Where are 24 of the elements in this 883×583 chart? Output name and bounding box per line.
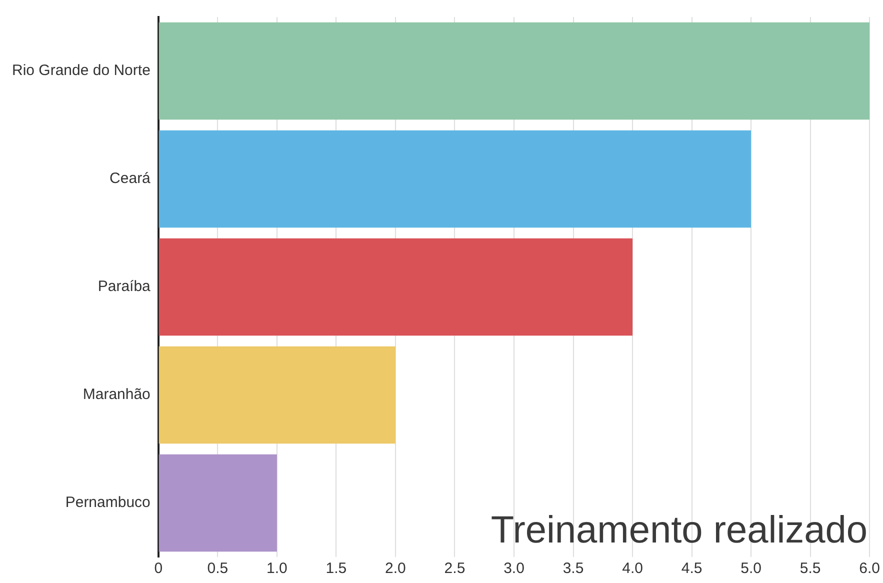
bar — [158, 22, 870, 120]
y-tick-label: Ceará — [110, 170, 152, 188]
x-tick-label: 3.5 — [562, 560, 584, 578]
x-tick-label: 1.5 — [326, 560, 347, 578]
x-tick-label: 3.0 — [504, 560, 524, 578]
y-tick-label: Rio Grande do Norte — [12, 62, 150, 80]
x-tick-label: 5.5 — [800, 560, 821, 578]
x-tick-label: 2.0 — [385, 560, 406, 578]
bar — [158, 454, 277, 552]
text: Treinamento realizado — [490, 509, 868, 552]
x-tick-label: 4.0 — [622, 560, 643, 578]
bar — [158, 238, 633, 336]
x-tick-label: 6.0 — [859, 560, 880, 578]
y-tick-label: Paraíba — [98, 278, 152, 296]
x-tick-label: 4.5 — [681, 560, 702, 578]
y-tick-label: Maranhão — [82, 386, 150, 404]
bar — [158, 130, 752, 228]
x-tick-label: 1.0 — [266, 560, 288, 578]
bar — [158, 346, 396, 444]
x-tick-label: 0.5 — [207, 560, 228, 578]
y-tick-label: Pernambuco — [65, 494, 150, 512]
x-tick-label: 5.0 — [740, 560, 762, 578]
x-tick-label: 0 — [154, 560, 163, 578]
x-tick-label: 2.5 — [444, 560, 466, 578]
